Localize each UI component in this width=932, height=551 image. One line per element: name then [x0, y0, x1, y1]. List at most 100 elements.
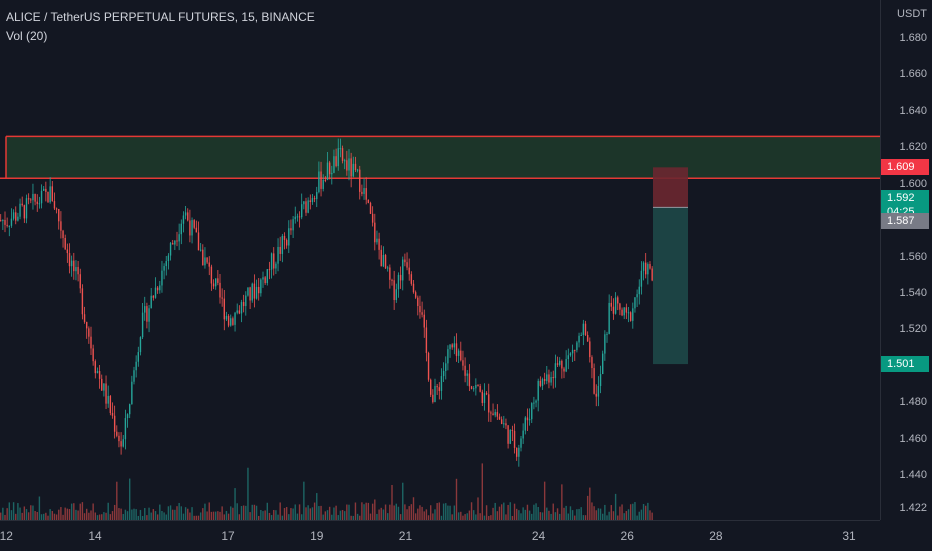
candle-body [247, 287, 249, 296]
symbol-title[interactable]: ALICE / TetherUS PERPETUAL FUTURES, 15, … [6, 10, 315, 24]
candle-body [567, 355, 569, 360]
candle-body [505, 423, 507, 426]
volume-bar [389, 504, 391, 520]
volume-bar [584, 515, 587, 520]
candle-body [217, 278, 219, 283]
volume-bar [225, 510, 228, 520]
candle-body [466, 373, 468, 376]
volume-bar [288, 514, 290, 520]
candle-body [507, 425, 509, 444]
candle-body [193, 220, 195, 228]
candle-body [184, 212, 187, 216]
candle-body [419, 306, 421, 313]
volume-bar [163, 512, 165, 520]
candle-body [488, 394, 490, 413]
time-axis[interactable]: 12 14 17 19 21 24 26 28 31 [0, 520, 880, 551]
candle-body [440, 376, 443, 391]
candle-body [494, 412, 496, 416]
volume-bar [470, 502, 473, 520]
candle-body [86, 321, 88, 329]
candle-body [404, 259, 406, 263]
candle-body [225, 315, 228, 320]
candle-body [402, 259, 404, 281]
entry-price-tag: 1.587 [881, 213, 929, 230]
candle-body [230, 318, 232, 326]
candle-body [30, 199, 32, 201]
candle-body [178, 234, 180, 242]
candle-body [589, 341, 591, 358]
volume-bar [210, 511, 213, 520]
candle-body [139, 337, 142, 353]
volume-bar [595, 510, 597, 520]
candle-body [647, 264, 649, 275]
volume-bar [539, 512, 542, 520]
candle-body [569, 353, 572, 356]
candle-body [548, 374, 550, 383]
candle-body [109, 395, 112, 413]
candle-body [215, 278, 217, 287]
candle-body [116, 431, 118, 436]
volume-bar [606, 515, 608, 520]
volume-bar [51, 511, 53, 520]
volume-bar [494, 502, 496, 520]
volume-bar [193, 515, 195, 520]
volume-bar [101, 514, 103, 520]
candle-body [389, 267, 391, 280]
volume-bar [367, 502, 370, 520]
volume-bar [331, 514, 333, 520]
candle-body [380, 249, 382, 267]
chart-area[interactable]: ALICE / TetherUS PERPETUAL FUTURES, 15, … [0, 0, 880, 520]
volume-bar [402, 482, 404, 520]
volume-bar [88, 512, 90, 520]
volume-bar [204, 503, 206, 520]
volume-bar [180, 506, 182, 520]
candle-body [352, 163, 354, 177]
candle-body [559, 360, 561, 365]
volume-bar [305, 507, 307, 520]
candle-body [625, 307, 628, 313]
volume-bar [92, 503, 94, 520]
volume-bar [25, 509, 28, 520]
volume-bar [516, 508, 518, 520]
time-tick-label: 28 [709, 529, 723, 543]
volume-bar [473, 510, 475, 520]
volume-bar [90, 510, 92, 520]
volume-bar [554, 512, 557, 520]
volume-bar [283, 508, 286, 520]
candle-body [238, 310, 241, 314]
volume-bar [475, 514, 477, 520]
volume-bar [189, 512, 191, 520]
volume-bar [40, 514, 43, 520]
price-chart[interactable] [0, 0, 880, 520]
candle-body [522, 430, 524, 439]
candle-body [399, 274, 402, 281]
volume-bar [374, 499, 376, 520]
candle-body [141, 312, 144, 338]
candle-body [197, 232, 200, 251]
volume-bar [359, 515, 361, 520]
candle-body [53, 201, 56, 209]
volume-bar [612, 511, 615, 520]
volume-bar [391, 484, 393, 520]
candle-body [68, 253, 71, 267]
price-axis-unit[interactable]: USDT [897, 8, 927, 20]
volume-bar [36, 511, 38, 520]
candle-body [617, 297, 619, 304]
volume-bar [316, 493, 318, 520]
volume-bar [483, 515, 486, 520]
volume-bar [569, 506, 572, 520]
volume-bar [518, 510, 520, 520]
candle-body [586, 334, 589, 342]
volume-bar [591, 502, 593, 520]
volume-bar [150, 512, 152, 520]
candle-body [382, 255, 385, 267]
candle-body [152, 295, 155, 298]
volume-bar [64, 507, 66, 520]
candle-body [528, 419, 531, 421]
volume-bar [642, 504, 645, 520]
volume-bar [27, 512, 30, 520]
volume-bar [176, 506, 178, 520]
volume-bar [103, 512, 105, 520]
price-axis[interactable]: USDT 1.6801.6601.6401.6201.6001.5801.560… [880, 0, 932, 520]
volume-indicator-label[interactable]: Vol (20) [6, 29, 48, 43]
